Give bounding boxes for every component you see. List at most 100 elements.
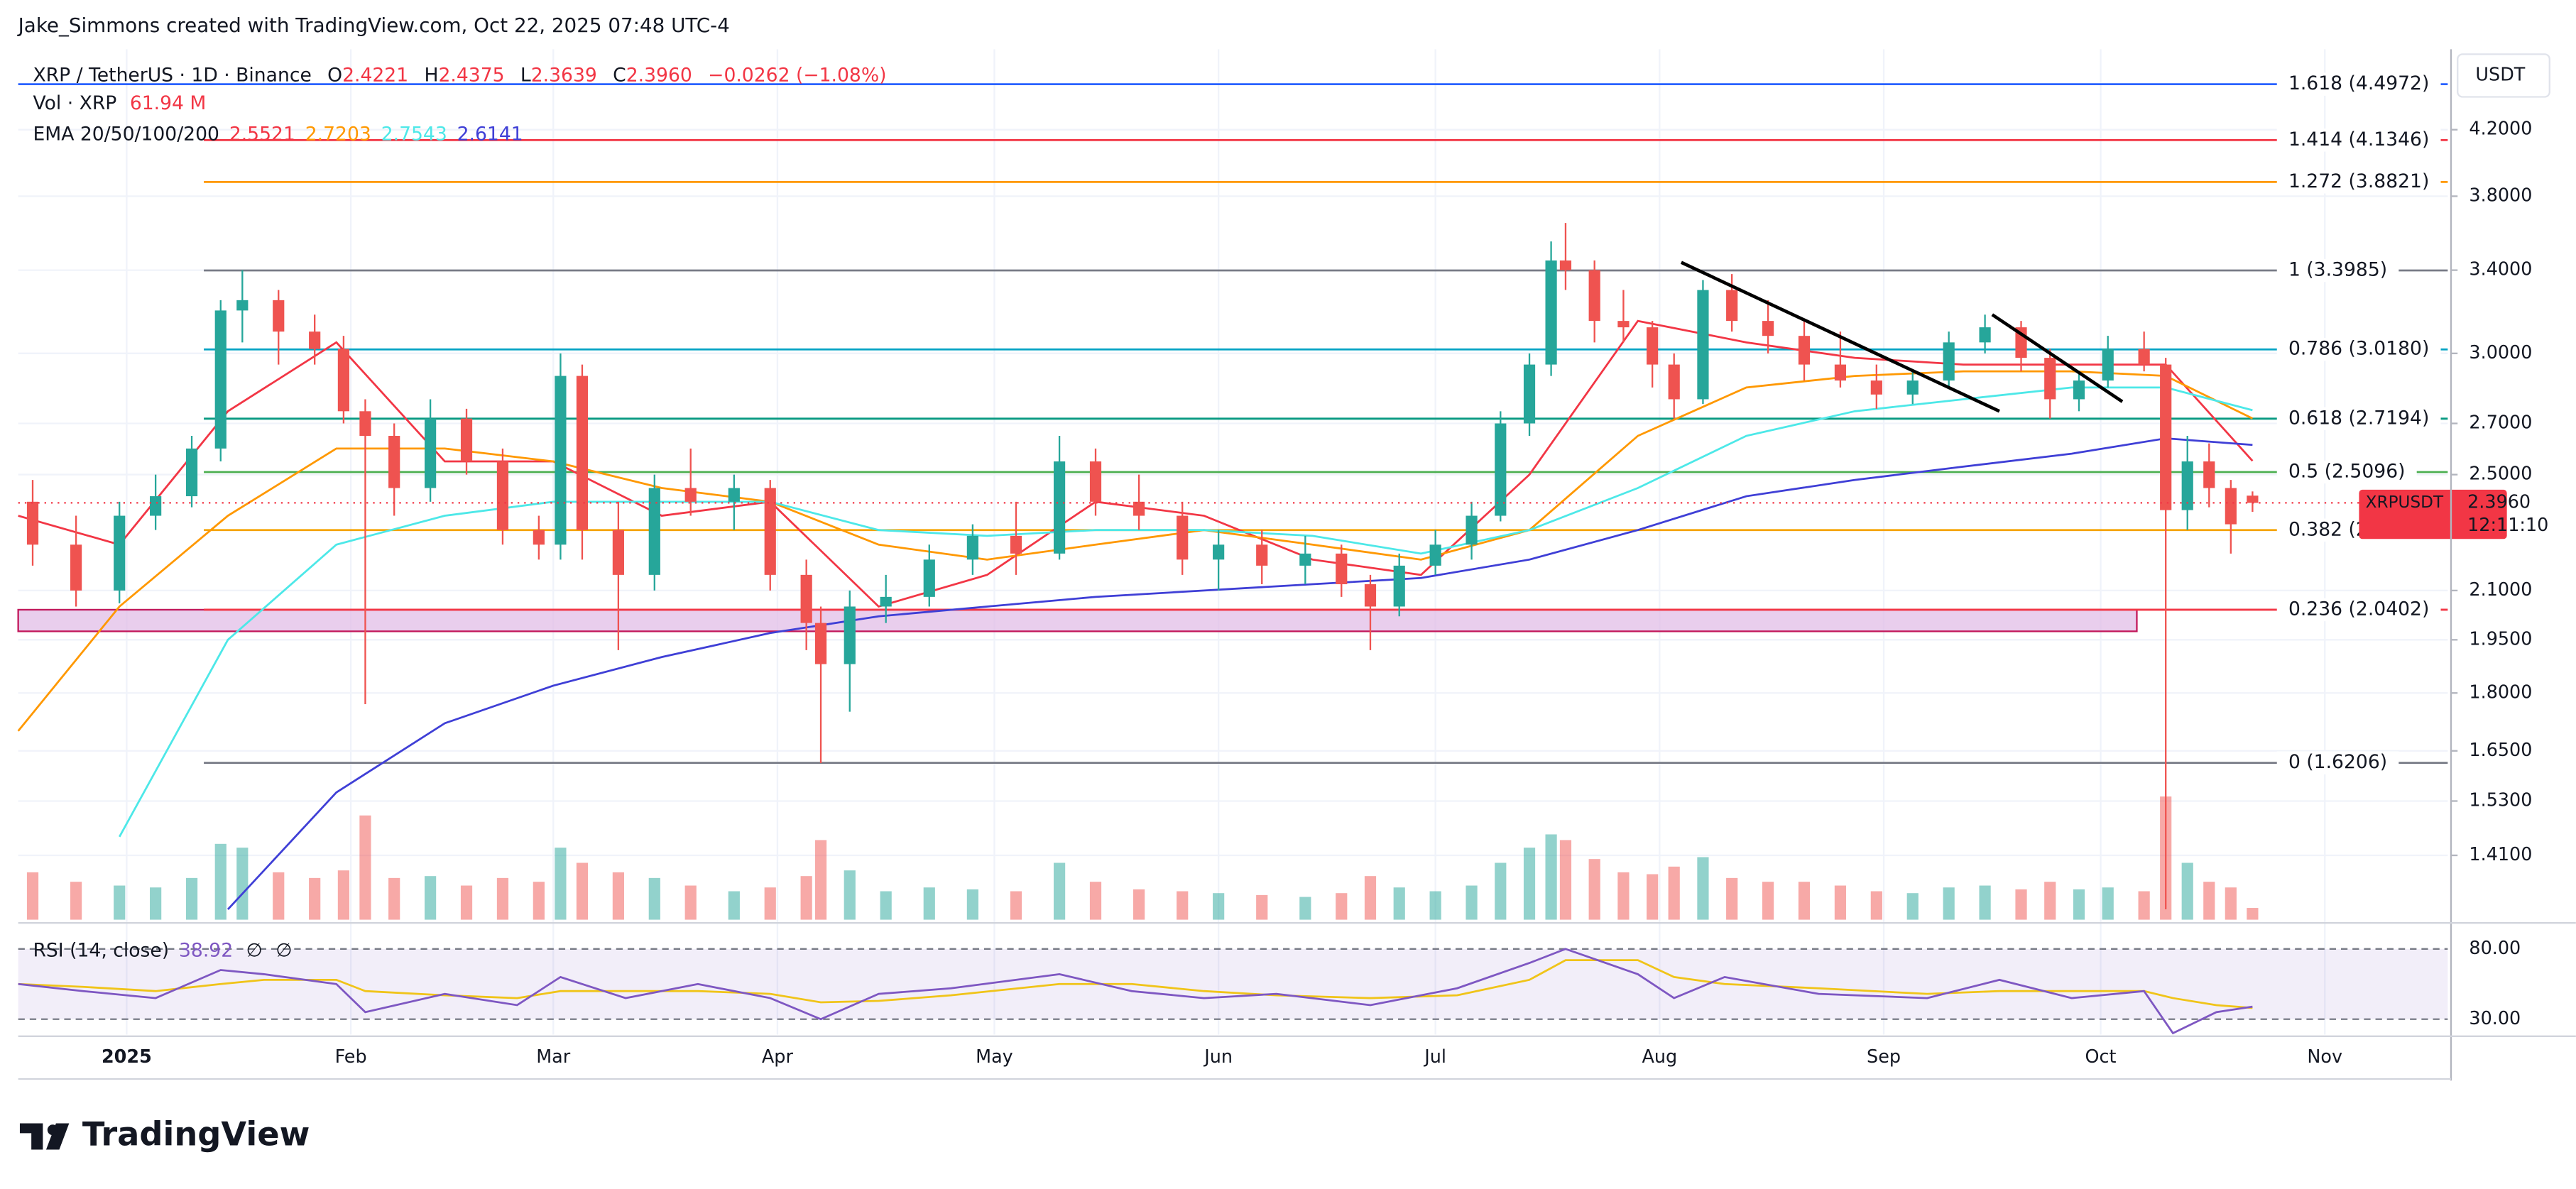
candle-body [1906,380,1919,395]
candle-body [966,535,978,560]
candle-body [337,349,350,412]
volume-bar [1668,866,1680,920]
brand-logo: TradingView [19,1114,310,1153]
change: −0.0262 (−1.08%) [708,64,886,86]
volume-bar [1617,872,1630,920]
candle-body [2247,495,2259,503]
x-tick-label: Jul [1423,1046,1446,1067]
candle-body [1545,260,1557,365]
y-tick-label: 1.6500 [2469,739,2532,760]
rsi-band [18,948,2448,1019]
volume-bar [923,887,935,920]
candle-body [1668,364,1680,400]
x-tick-label: Mar [536,1046,571,1067]
price-tag-countdown: 12:11:10 [2467,514,2548,535]
volume-bar [1336,893,1348,920]
candle-body [1979,327,1991,343]
fib-label: 0.236 (2.0402) [2288,598,2429,620]
volume-bar [1870,891,1882,920]
candle-body [1256,544,1268,566]
fib-label-bg [2276,407,2441,430]
volume-bar [1834,885,1847,920]
legend-line: Vol · XRP 61.94 M [33,92,206,114]
candle-body [2102,349,2114,381]
volume-bar [814,840,827,920]
candle-body [1588,270,1600,322]
candle-body [1177,515,1189,560]
volume-bar [1762,882,1774,920]
x-tick-label: Sep [1867,1046,1901,1067]
ema-value: 2.5521 [229,123,295,145]
ema-line [227,437,2253,910]
volume-bar [728,891,740,920]
candle-body [612,530,624,575]
candle-body [1943,342,1955,381]
y-tick-label: 2.5000 [2469,463,2532,484]
rsi-extra: ∅ [275,939,292,961]
candle-body [1870,380,1882,395]
ema-label: EMA 20/50/100/200 [33,123,219,145]
volume-bar [337,870,350,920]
unit-box[interactable] [2457,53,2550,98]
price-tag-price: 2.3960 [2467,491,2531,512]
rsi-title: RSI (14, close) [33,939,169,961]
candle-body [814,623,827,664]
y-tick-label: 1.5300 [2469,789,2532,810]
ohlc-key: H [425,64,439,86]
fib-label-bg [2276,338,2441,361]
volume-bar [1364,876,1377,920]
candle-body [2225,488,2237,525]
candle-body [648,488,660,575]
rsi-value: 38.92 [179,939,233,961]
ema-line [119,386,2253,838]
fib-label: 0 (1.6206) [2288,751,2387,773]
logo-dot [47,1124,58,1136]
y-tick-label: 2.1000 [2469,579,2532,600]
volume-bar [273,872,285,920]
x-tick-label: Apr [762,1046,794,1067]
volume-bar [359,815,371,920]
legend-line: XRP / TetherUS · 1D · Binance O2.4221 H2… [33,64,886,86]
volume-bar [460,885,473,920]
volume-bar [1256,894,1268,920]
volume-bar [2102,887,2114,920]
candle-body [764,488,776,575]
price-tag-symbol: XRPUSDT [2366,493,2444,512]
volume-bar [1647,874,1659,920]
y-tick-label: 3.4000 [2469,258,2532,280]
volume-bar [800,876,812,920]
volume-bar [185,877,198,920]
candle-body [2138,349,2150,365]
volume-bar [1010,891,1022,920]
volume-bar [214,843,227,920]
x-tick-label: Nov [2307,1046,2342,1067]
ohlc-key: L [520,64,531,86]
candle-body [26,501,39,545]
volume-bar [496,877,509,920]
legend-line: EMA 20/50/100/200 2.5521 2.7203 2.7543 2.614… [33,123,523,145]
x-tick-label: Feb [335,1046,367,1067]
candle-body [1798,336,1811,365]
volume-bar [880,891,892,920]
trend-line [1991,313,2124,403]
volume-bar [684,885,697,920]
fib-label-bg [2276,751,2399,774]
x-tick-label: Jun [1203,1046,1233,1067]
y-axis-unit: USDT [2475,63,2525,84]
candle-body [273,300,285,332]
volume-bar [1726,877,1738,920]
credit: Jake_Simmons created with TradingView.co… [17,13,730,37]
candle-body [70,544,82,591]
y-tick-label: 1.8000 [2469,681,2532,702]
candle-body [214,310,227,449]
volume-bar [2044,882,2056,920]
volume-value: 61.94 M [130,92,207,114]
volume-bar [150,887,162,920]
volume-bar [1466,885,1478,920]
volume-bar [2138,891,2150,920]
y-tick-label: 1.4100 [2469,843,2532,865]
volume-bar [555,848,567,920]
candle-body [185,448,198,497]
volume-bar [1943,887,1955,920]
candle-body [844,606,856,664]
